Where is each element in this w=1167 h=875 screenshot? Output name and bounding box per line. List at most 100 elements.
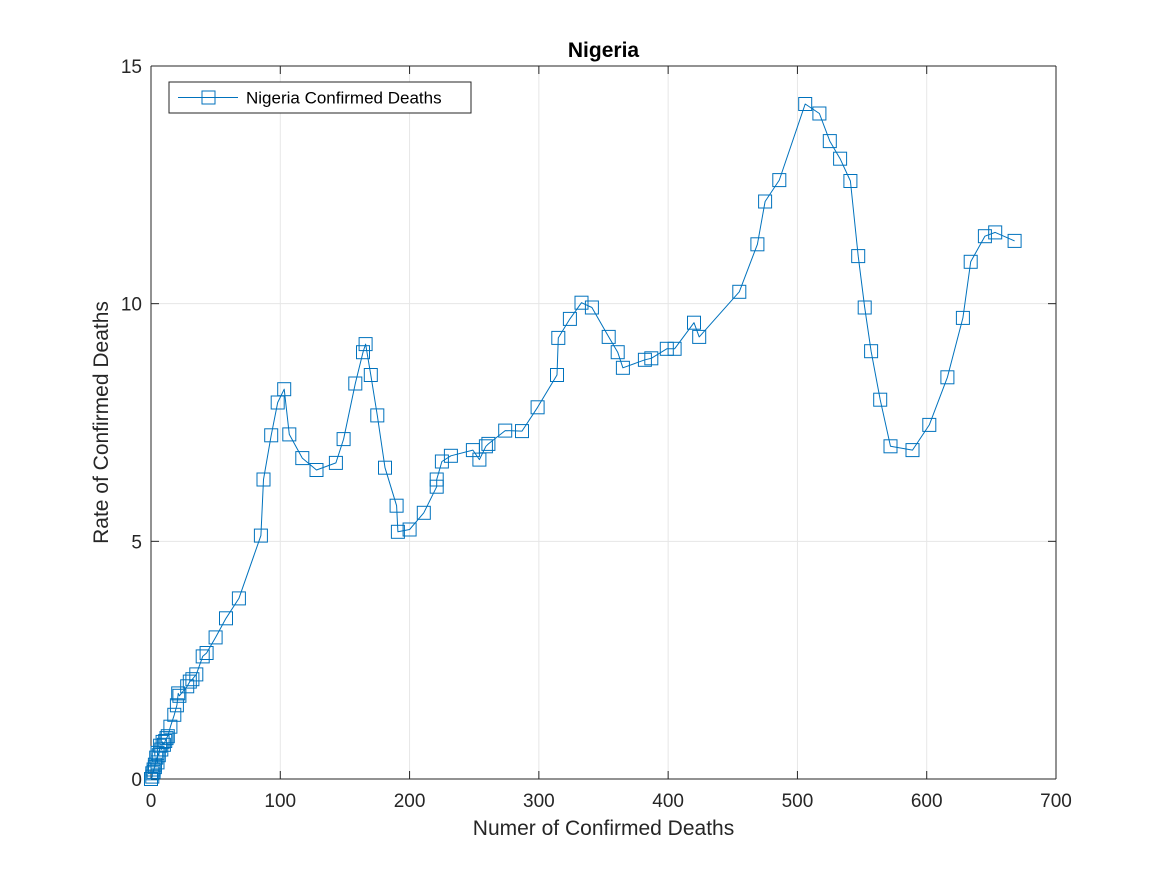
data-point-marker <box>772 173 787 188</box>
data-point-marker <box>857 300 872 315</box>
data-point-marker <box>199 646 214 660</box>
data-point-marker <box>356 345 370 360</box>
x-axis-label: Numer of Confirmed Deaths <box>473 817 734 840</box>
y-axis-label: Rate of Confirmed Deaths <box>90 301 113 544</box>
data-point-marker <box>644 351 659 366</box>
data-point-marker <box>309 463 324 477</box>
x-tick-label: 600 <box>911 791 943 812</box>
data-point-marker <box>833 151 848 166</box>
data-point-marker <box>443 448 458 463</box>
data-point-marker <box>758 194 773 209</box>
data-point-marker <box>155 734 170 749</box>
data-point-marker <box>434 454 449 469</box>
data-point-marker <box>149 750 164 765</box>
data-point-marker <box>659 341 674 356</box>
data-point-marker <box>615 360 630 375</box>
data-point-marker <box>231 591 246 606</box>
data-point-marker <box>562 311 577 326</box>
data-point-marker <box>402 522 417 537</box>
series-layer <box>144 97 1022 786</box>
y-tick-label: 15 <box>121 57 142 78</box>
data-point-marker <box>277 382 292 397</box>
data-point-marker <box>551 330 566 345</box>
data-point-marker <box>195 649 210 664</box>
data-point-marker <box>550 368 564 382</box>
x-tick-label: 700 <box>1040 791 1072 812</box>
data-point-marker <box>812 106 827 121</box>
data-point-marker <box>515 424 529 439</box>
data-point-marker <box>172 688 187 703</box>
axes <box>150 65 1057 780</box>
data-point-marker <box>610 345 625 360</box>
data-point-marker <box>843 174 858 188</box>
data-point-marker <box>687 315 701 330</box>
data-point-marker <box>478 439 493 454</box>
data-point-marker <box>256 472 271 487</box>
data-point-marker <box>988 225 1003 240</box>
data-point-marker <box>498 423 513 438</box>
y-tick-label: 0 <box>131 770 142 791</box>
data-point-marker <box>163 719 178 734</box>
tick-labels: 0 100 200 300 400 500 600 700 0 5 10 15 <box>121 57 1072 812</box>
data-point-marker <box>159 731 174 746</box>
x-tick-label: 0 <box>146 791 157 812</box>
data-point-marker <box>253 528 268 543</box>
data-point-marker <box>167 707 182 722</box>
data-point-marker <box>732 284 747 299</box>
data-point-marker <box>584 300 599 315</box>
data-point-marker <box>963 254 978 269</box>
data-point-marker <box>977 229 992 244</box>
data-point-marker <box>295 451 310 466</box>
data-point-marker <box>189 667 204 682</box>
data-point-marker <box>940 370 955 385</box>
data-point-marker <box>378 460 392 475</box>
data-point-marker <box>264 428 279 443</box>
data-point-marker <box>146 764 161 779</box>
data-point-marker <box>389 498 404 513</box>
data-point-marker <box>282 427 297 442</box>
data-point-marker <box>160 729 175 744</box>
data-point-marker <box>574 295 589 310</box>
series-line <box>150 103 1015 780</box>
data-point-marker <box>1007 233 1022 248</box>
data-point-marker <box>336 432 351 447</box>
data-point-marker <box>416 505 431 520</box>
data-point-marker <box>601 329 616 344</box>
data-point-marker <box>955 310 970 325</box>
data-point-marker <box>363 368 378 382</box>
x-tick-label: 200 <box>394 791 426 812</box>
y-tick-label: 5 <box>131 532 142 553</box>
chart-title: Nigeria <box>568 39 640 62</box>
data-point-marker <box>667 341 682 356</box>
data-point-marker <box>358 337 373 352</box>
legend: Nigeria Confirmed Deaths <box>168 81 472 114</box>
data-point-marker <box>798 97 813 111</box>
data-point-marker <box>883 439 898 454</box>
data-point-marker <box>147 760 162 775</box>
data-point-marker <box>922 417 937 432</box>
legend-label: Nigeria Confirmed Deaths <box>246 89 442 108</box>
data-point-marker <box>481 436 496 451</box>
x-tick-label: 300 <box>523 791 555 812</box>
data-point-marker <box>429 472 444 487</box>
data-point-marker <box>530 400 545 415</box>
data-point-marker <box>429 479 444 494</box>
data-point-marker <box>144 772 158 786</box>
data-point-marker <box>171 686 186 701</box>
x-tick-label: 100 <box>264 791 296 812</box>
data-point-marker <box>692 329 707 344</box>
data-point-marker <box>180 679 195 694</box>
y-tick-label: 10 <box>121 295 142 316</box>
data-point-marker <box>208 630 223 645</box>
data-point-marker <box>851 249 866 264</box>
data-point-marker <box>169 698 184 713</box>
data-point-marker <box>348 376 363 391</box>
data-point-marker <box>873 392 888 407</box>
data-point-marker <box>370 408 385 423</box>
data-point-marker <box>822 134 837 149</box>
legend-marker-icon <box>201 90 216 105</box>
data-point-marker <box>158 734 173 748</box>
x-tick-label: 500 <box>782 791 814 812</box>
plot-area <box>151 66 1056 779</box>
